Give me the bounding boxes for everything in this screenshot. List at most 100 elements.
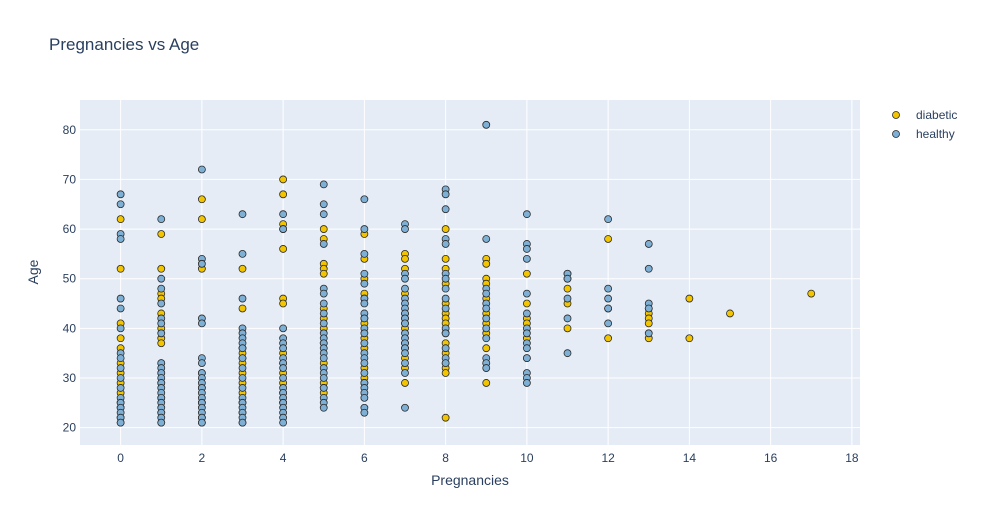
data-point[interactable] [279,245,288,253]
data-point[interactable] [522,309,531,318]
data-point[interactable] [482,120,491,129]
legend-label[interactable]: diabetic [916,108,957,122]
data-point[interactable] [441,413,450,422]
data-point[interactable] [360,393,369,402]
data-point[interactable] [197,195,206,204]
data-point[interactable] [279,225,288,233]
data-point[interactable] [482,379,491,387]
data-point[interactable] [157,230,166,238]
legend-marker[interactable] [892,130,900,138]
data-point[interactable] [441,205,450,214]
legend[interactable]: diabetic healthy [892,108,958,141]
data-point[interactable] [360,359,369,367]
data-point[interactable] [157,264,166,273]
data-point[interactable] [279,210,288,219]
data-point[interactable] [604,294,613,303]
data-point[interactable] [319,269,328,278]
data-point[interactable] [685,294,694,303]
data-point[interactable] [401,349,409,358]
data-point[interactable] [441,294,450,303]
data-point[interactable] [685,334,694,343]
data-point[interactable] [319,289,328,298]
data-point[interactable] [238,294,247,303]
legend-marker[interactable] [892,111,900,119]
data-point[interactable] [644,264,653,273]
data-point[interactable] [157,319,166,328]
data-point[interactable] [644,319,653,328]
data-point[interactable] [319,403,328,412]
data-point[interactable] [726,309,734,318]
data-point[interactable] [238,264,247,273]
data-point[interactable] [522,299,531,308]
data-point[interactable] [360,249,369,258]
data-point[interactable] [360,195,369,204]
data-point[interactable] [319,374,328,382]
data-point[interactable] [401,284,409,293]
data-point[interactable] [441,369,450,377]
data-point[interactable] [360,408,369,417]
data-point[interactable] [401,225,409,233]
data-point[interactable] [116,304,125,313]
data-point[interactable] [522,254,531,263]
data-point[interactable] [482,289,491,298]
data-point[interactable] [360,339,369,348]
data-point[interactable] [238,374,247,382]
data-point[interactable] [522,329,531,338]
data-point[interactable] [157,329,166,338]
data-point[interactable] [522,289,531,298]
data-point[interactable] [563,314,572,323]
data-point[interactable] [238,344,247,353]
data-point[interactable] [441,359,450,367]
data-point[interactable] [644,329,653,338]
data-point[interactable] [522,245,531,253]
data-point[interactable] [441,304,450,313]
data-point[interactable] [401,359,409,367]
data-point[interactable] [116,418,125,427]
data-point[interactable] [563,294,572,303]
data-point[interactable] [319,299,328,308]
data-point[interactable] [482,324,491,333]
data-point[interactable] [238,249,247,258]
data-point[interactable] [401,403,409,412]
data-point[interactable] [482,334,491,343]
data-point[interactable] [279,418,288,427]
data-point[interactable] [807,289,816,298]
data-point[interactable] [563,349,572,358]
data-point[interactable] [604,334,613,343]
data-point[interactable] [116,264,125,273]
data-point[interactable] [238,364,247,372]
data-point[interactable] [279,299,288,308]
data-point[interactable] [157,418,166,427]
data-point[interactable] [238,304,247,313]
legend-label[interactable]: healthy [916,127,955,141]
data-point[interactable] [522,344,531,353]
data-point[interactable] [522,379,531,387]
data-point[interactable] [157,284,166,293]
data-point[interactable] [116,294,125,303]
data-point[interactable] [482,314,491,323]
data-point[interactable] [279,344,288,353]
data-point[interactable] [522,210,531,219]
data-point[interactable] [401,319,409,328]
data-point[interactable] [441,254,450,263]
data-point[interactable] [319,180,328,189]
data-point[interactable] [197,359,206,367]
data-point[interactable] [604,304,613,313]
data-point[interactable] [522,354,531,363]
data-point[interactable] [360,299,369,308]
data-point[interactable] [604,215,613,224]
data-point[interactable] [563,324,572,333]
data-point[interactable] [401,274,409,283]
data-point[interactable] [644,240,653,248]
data-point[interactable] [482,344,491,353]
data-point[interactable] [319,210,328,219]
data-point[interactable] [116,215,125,224]
data-point[interactable] [116,374,125,382]
data-point[interactable] [360,225,369,233]
data-point[interactable] [441,329,450,338]
data-point[interactable] [604,319,613,328]
data-point[interactable] [482,304,491,313]
data-point[interactable] [441,225,450,233]
data-point[interactable] [238,210,247,219]
data-point[interactable] [319,354,328,363]
